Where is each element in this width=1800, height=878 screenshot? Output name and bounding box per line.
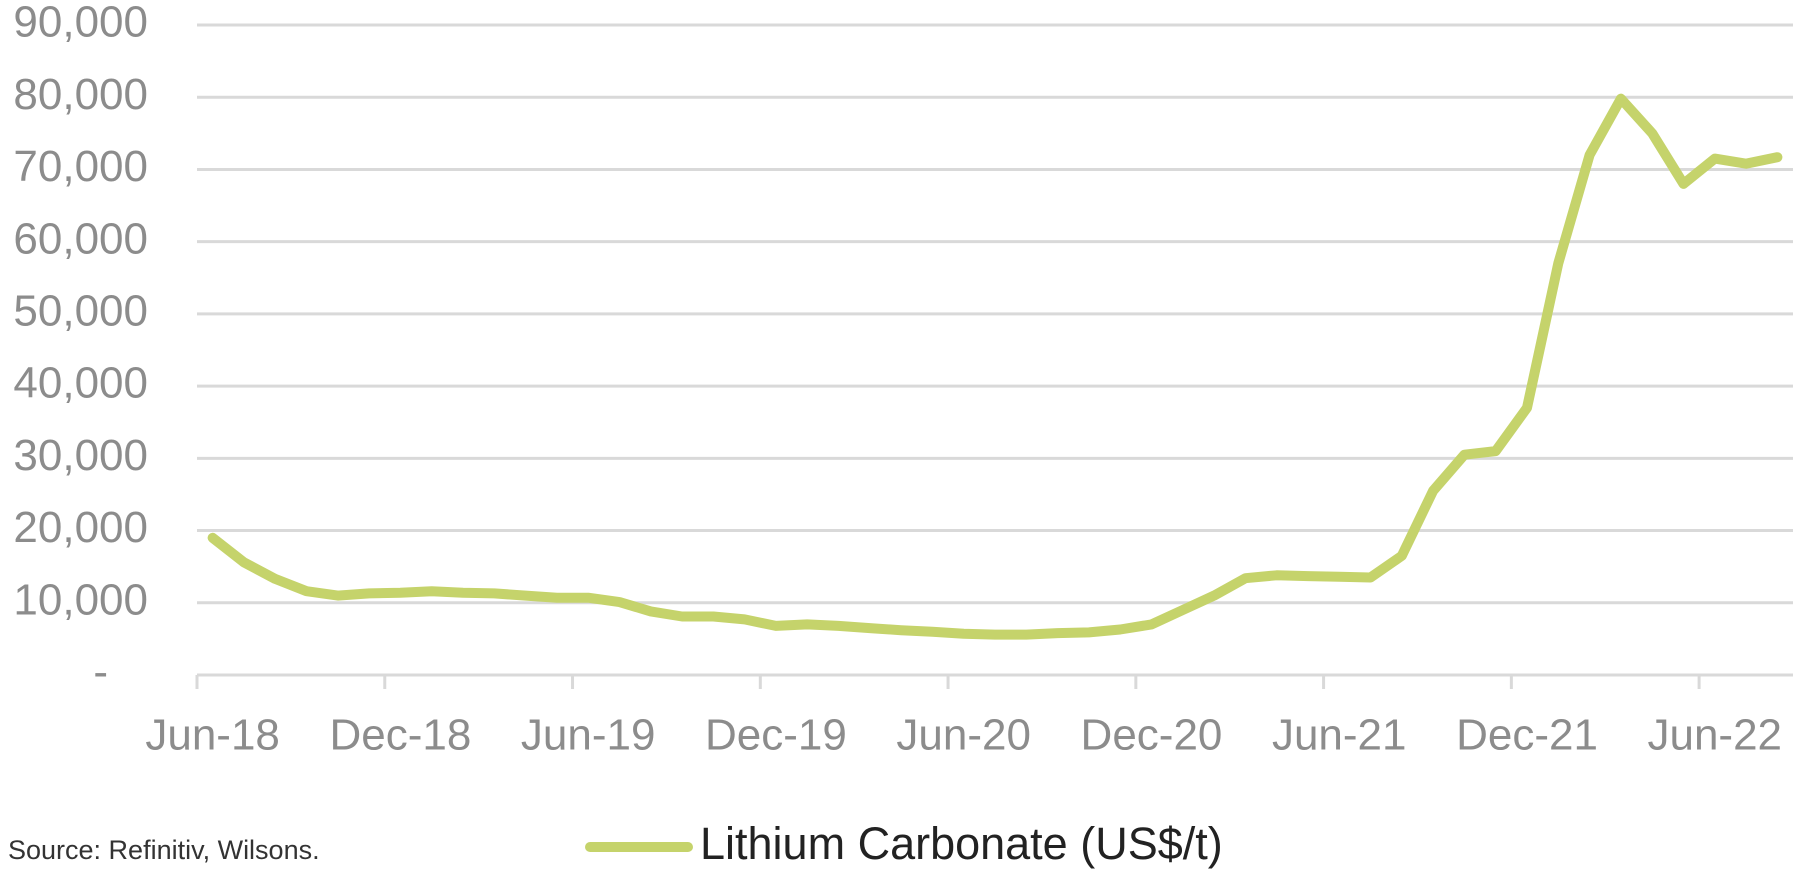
x-tick-label: Jun-22: [1647, 711, 1782, 760]
y-tick-label: 60,000: [13, 214, 148, 263]
x-tick-label: Jun-18: [145, 711, 280, 760]
y-tick-label: -: [93, 648, 108, 697]
y-tick-label: 40,000: [13, 359, 148, 408]
y-tick-label: 70,000: [13, 142, 148, 191]
x-tick-label: Dec-19: [705, 711, 847, 760]
x-tick-label: Dec-18: [329, 711, 471, 760]
y-tick-label: 50,000: [13, 287, 148, 336]
series-line: [207, 93, 1783, 640]
y-tick-label: 90,000: [13, 0, 148, 47]
x-tick-label: Jun-20: [896, 711, 1031, 760]
source-note: Source: Refinitiv, Wilsons.: [8, 835, 320, 865]
x-tick-label: Dec-21: [1456, 711, 1598, 760]
x-tick-label: Jun-21: [1272, 711, 1407, 760]
y-tick-label: 20,000: [13, 503, 148, 552]
x-tick-label: Dec-20: [1081, 711, 1223, 760]
legend-label: Lithium Carbonate (US$/t): [700, 818, 1223, 869]
y-tick-label: 10,000: [13, 575, 148, 624]
y-tick-label: 30,000: [13, 431, 148, 480]
y-tick-label: 80,000: [13, 70, 148, 119]
x-tick-label: Jun-19: [521, 711, 656, 760]
